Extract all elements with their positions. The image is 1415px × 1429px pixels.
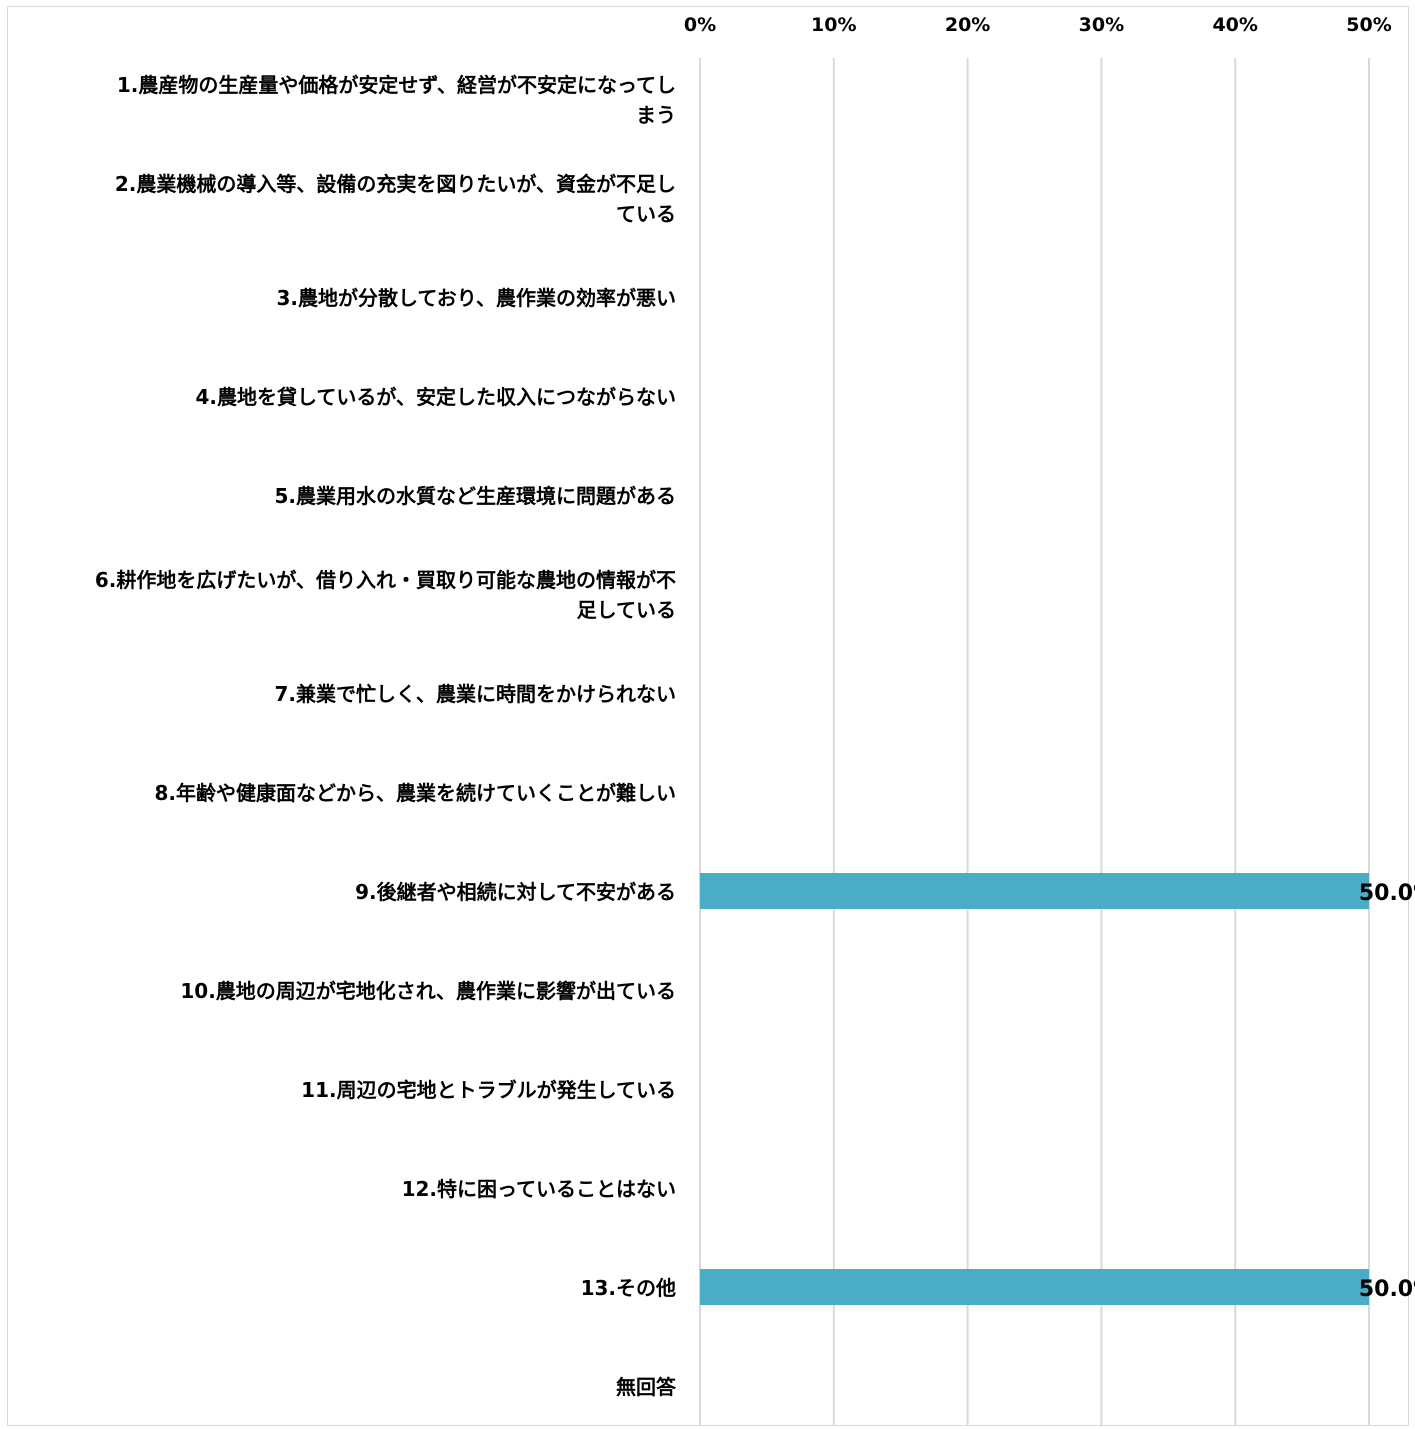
category-label: 6.耕作地を広げたいが、借り入れ・買取り可能な農地の情報が不 [95,568,676,592]
category-label: 3.農地が分散しており、農作業の効率が悪い [276,286,676,310]
x-tick-label: 10% [811,14,856,36]
category-label: 11.周辺の宅地とトラブルが発生している [301,1078,676,1102]
category-label: 9.後継者や相続に対して不安がある [355,880,676,904]
category-label: 5.農業用水の水質など生産環境に問題がある [274,484,676,508]
category-label: 無回答 [616,1375,677,1399]
category-label: 足している [577,598,676,622]
category-label: 4.農地を貸しているが、安定した収入につながらない [195,385,676,409]
category-label: まう [636,103,676,127]
category-label: 8.年齢や健康面などから、農業を続けていくことが難しい [154,781,676,805]
x-tick-label: 20% [945,14,990,36]
data-label: 50.0% [1359,1277,1415,1302]
category-label: 1.農産物の生産量や価格が安定せず、経営が不安定になってし [117,73,676,97]
bar [700,1269,1369,1305]
x-tick-label: 40% [1212,14,1257,36]
x-tick-label: 30% [1079,14,1124,36]
x-tick-label: 0% [684,14,716,36]
x-tick-label: 50% [1346,14,1391,36]
data-label: 50.0% [1359,881,1415,906]
category-label: ている [616,202,676,226]
category-label: 12.特に困っていることはない [402,1177,676,1201]
category-label: 2.農業機械の導入等、設備の充実を図りたいが、資金が不足し [115,172,676,196]
category-label: 7.兼業で忙しく、農業に時間をかけられない [274,682,676,706]
category-label: 10.農地の周辺が宅地化され、農作業に影響が出ている [180,979,676,1003]
category-label: 13.その他 [581,1276,676,1300]
bar [700,873,1369,909]
